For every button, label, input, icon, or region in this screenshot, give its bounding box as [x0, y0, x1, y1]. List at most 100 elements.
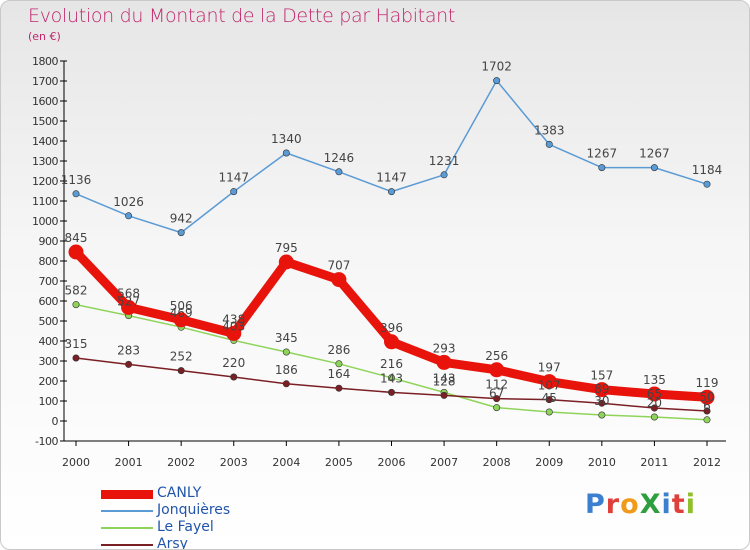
data-label: 568	[117, 286, 140, 300]
data-point	[699, 389, 715, 405]
data-label: 119	[696, 376, 719, 390]
legend-swatch-le-fayel	[101, 527, 153, 529]
data-point	[598, 164, 606, 172]
y-tick-label: 100	[39, 395, 59, 408]
data-label: 216	[380, 357, 403, 371]
data-point	[493, 77, 501, 85]
data-label: 1147	[376, 171, 407, 185]
x-tick-label: 2006	[378, 456, 406, 469]
data-point	[331, 272, 347, 288]
x-tick-label: 2004	[272, 456, 300, 469]
data-point	[230, 188, 238, 196]
x-tick-label: 2010	[588, 456, 616, 469]
legend-label-le-fayel: Le Fayel	[157, 519, 214, 535]
y-tick-label: 1800	[32, 55, 58, 68]
legend-label-arsy: Arsy	[157, 536, 188, 550]
data-label: 795	[275, 241, 298, 255]
y-tick-label: 1200	[32, 175, 58, 188]
data-label: 942	[170, 212, 193, 226]
data-point	[68, 244, 84, 260]
data-point	[226, 325, 242, 341]
data-point	[598, 411, 606, 419]
data-label: 6	[703, 399, 711, 413]
logo-letter: X	[639, 489, 662, 520]
data-point	[72, 301, 80, 309]
data-label: 1136	[61, 173, 92, 187]
y-tick-label: -100	[35, 435, 58, 448]
x-tick-label: 2011	[640, 456, 668, 469]
data-label: 252	[170, 350, 193, 364]
data-label: 1246	[324, 151, 355, 165]
data-label: 469	[170, 306, 193, 320]
data-point	[335, 360, 343, 368]
data-point	[703, 416, 711, 424]
x-tick-label: 2003	[220, 456, 248, 469]
data-point	[387, 374, 395, 382]
data-label: 89	[594, 382, 609, 396]
data-point	[650, 164, 658, 172]
data-label: 1184	[692, 163, 723, 177]
y-tick-label: 300	[39, 355, 59, 368]
data-point	[282, 149, 290, 157]
data-label: 293	[433, 341, 456, 355]
x-tick-label: 2007	[430, 456, 458, 469]
data-label: 845	[65, 231, 88, 245]
data-point	[72, 354, 80, 362]
data-label: 50	[699, 390, 714, 404]
y-tick-label: 0	[52, 415, 59, 428]
data-point	[387, 388, 395, 396]
data-label: 143	[380, 371, 403, 385]
y-tick-label: 800	[39, 255, 59, 268]
data-point	[598, 399, 606, 407]
logo-letter: o	[620, 489, 640, 520]
legend-swatch-canly	[101, 490, 153, 499]
proxiti-logo: ProXiti	[585, 489, 696, 520]
data-point	[335, 168, 343, 176]
x-tick-label: 2002	[167, 456, 195, 469]
data-label: 143	[433, 371, 456, 385]
data-point	[230, 373, 238, 381]
data-label: 20	[647, 396, 662, 410]
data-label: 506	[170, 299, 193, 313]
data-label: 582	[65, 284, 88, 298]
y-tick-label: 600	[39, 295, 59, 308]
data-label: 1231	[429, 154, 460, 168]
data-point	[121, 299, 137, 315]
data-label: 197	[538, 361, 561, 375]
legend-swatch-jonquieres	[101, 510, 153, 512]
data-point	[703, 180, 711, 188]
data-label: 1147	[218, 171, 249, 185]
chart-title: Evolution du Montant de la Dette par Hab…	[28, 5, 456, 27]
logo-letter: i	[661, 489, 672, 520]
data-label: 45	[542, 391, 557, 405]
logo-letter: r	[605, 489, 621, 520]
data-point	[594, 382, 610, 398]
data-point	[387, 188, 395, 196]
data-point	[650, 413, 658, 421]
data-point	[440, 391, 448, 399]
data-label: 135	[643, 373, 666, 387]
data-label: 107	[538, 379, 561, 393]
y-tick-label: 700	[39, 275, 59, 288]
data-point	[646, 386, 662, 402]
y-tick-label: 400	[39, 335, 59, 348]
y-tick-label: 1300	[32, 155, 58, 168]
data-point	[489, 362, 505, 378]
data-point	[177, 229, 185, 237]
y-tick-label: 200	[39, 375, 59, 388]
data-label: 256	[485, 349, 508, 363]
y-tick-label: 900	[39, 235, 59, 248]
data-label: 220	[222, 356, 245, 370]
x-tick-label: 2005	[325, 456, 353, 469]
data-point	[545, 408, 553, 416]
legend-label-jonquieres: Jonquières	[157, 502, 231, 518]
data-label: 1702	[481, 60, 512, 74]
data-point	[177, 367, 185, 375]
data-point	[436, 354, 452, 370]
y-tick-label: 1600	[32, 95, 58, 108]
data-point	[384, 334, 399, 350]
data-point	[541, 374, 557, 390]
data-point	[173, 312, 189, 328]
data-label: 164	[327, 367, 350, 381]
